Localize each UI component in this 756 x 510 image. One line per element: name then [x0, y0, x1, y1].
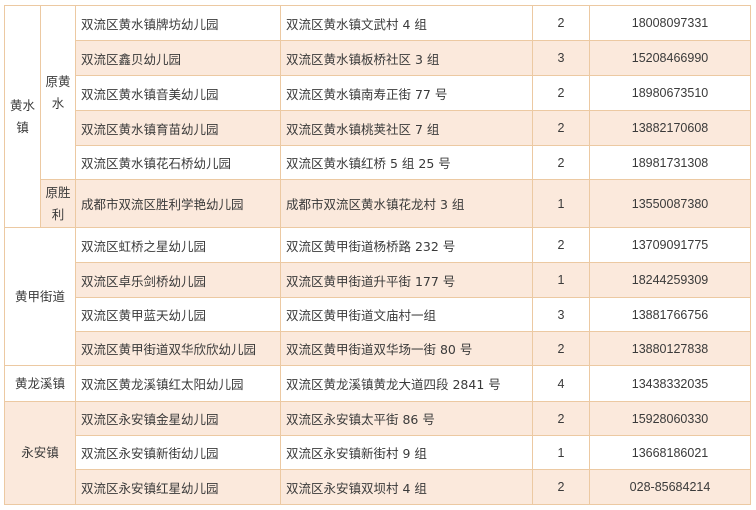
kindergarten-name: 双流区永安镇新街幼儿园 [75, 435, 281, 470]
phone-number: 18981731308 [589, 145, 751, 180]
address: 双流区黄水镇红桥 5 组 25 号 [280, 145, 533, 180]
kindergarten-name: 双流区黄水镇花石桥幼儿园 [75, 145, 281, 180]
table-row: 黄龙溪镇 双流区黄龙溪镇红太阳幼儿园 双流区黄龙溪镇黄龙大道四段 2841 号 4 13… [4, 365, 751, 402]
phone-number: 13438332035 [589, 365, 751, 402]
kindergarten-name: 双流区鑫贝幼儿园 [75, 40, 281, 76]
phone-number: 13668186021 [589, 435, 751, 470]
address: 双流区黄甲街道升平街 177 号 [280, 262, 533, 298]
table-row: 双流区鑫贝幼儿园 双流区黄水镇板桥社区 3 组 3 15208466990 [5, 40, 751, 76]
table-row: 双流区黄水镇花石桥幼儿园 双流区黄水镇红桥 5 组 25 号 2 1898173130… [5, 145, 751, 180]
table-row: 永安镇 双流区永安镇金星幼儿园 双流区永安镇太平街 86 号 2 15928060330 [4, 401, 751, 505]
address: 双流区黄水镇南寿正街 77 号 [280, 75, 533, 111]
table-row: 黄水镇 原黄水 双流区黄水镇牌坊幼儿园 双流区黄水镇文武村 4 组 2 180080973… [4, 5, 751, 228]
table-row: 双流区黄水镇音美幼儿园 双流区黄水镇南寿正街 77 号 2 18980673510 [5, 75, 751, 111]
address: 双流区黄龙溪镇黄龙大道四段 2841 号 [280, 365, 533, 402]
town-cell: 黄龙溪镇 [4, 365, 76, 402]
class-count: 3 [532, 40, 590, 76]
table-row: 双流区黄甲蓝天幼儿园 双流区黄甲街道文庙村一组 3 13881766756 [5, 297, 751, 332]
phone-number: 18244259309 [589, 262, 751, 298]
kindergarten-table: 黄水镇 原黄水 双流区黄水镇牌坊幼儿园 双流区黄水镇文武村 4 组 2 180080973… [4, 5, 751, 505]
address: 双流区永安镇新街村 9 组 [280, 435, 533, 470]
table-row: 双流区永安镇新街幼儿园 双流区永安镇新街村 9 组 1 13668186021 [5, 435, 751, 470]
address: 双流区永安镇双坝村 4 组 [280, 469, 533, 505]
phone-number: 15928060330 [589, 401, 751, 436]
class-count: 2 [532, 227, 590, 263]
address: 双流区黄水镇板桥社区 3 组 [280, 40, 533, 76]
class-count: 1 [532, 179, 590, 228]
address: 成都市双流区黄水镇花龙村 3 组 [280, 179, 533, 228]
kindergarten-name: 双流区黄水镇牌坊幼儿园 [75, 5, 281, 41]
subarea-cell: 原黄水 [40, 5, 76, 180]
class-count: 2 [532, 75, 590, 111]
phone-number: 13550087380 [589, 179, 751, 228]
class-count: 2 [532, 401, 590, 436]
kindergarten-name: 双流区卓乐剑桥幼儿园 [75, 262, 281, 298]
kindergarten-name: 双流区黄龙溪镇红太阳幼儿园 [75, 365, 281, 402]
address: 双流区永安镇太平街 86 号 [280, 401, 533, 436]
table-row: 双流区卓乐剑桥幼儿园 双流区黄甲街道升平街 177 号 1 18244259309 [5, 262, 751, 298]
subarea-cell: 原胜利 [40, 179, 76, 228]
kindergarten-name: 双流区永安镇金星幼儿园 [75, 401, 281, 436]
phone-number: 13881766756 [589, 297, 751, 332]
address: 双流区黄水镇文武村 4 组 [280, 5, 533, 41]
kindergarten-name: 双流区黄水镇音美幼儿园 [75, 75, 281, 111]
kindergarten-name: 成都市双流区胜利学艳幼儿园 [75, 179, 281, 228]
class-count: 2 [532, 110, 590, 146]
class-count: 2 [532, 331, 590, 366]
class-count: 1 [532, 435, 590, 470]
town-cell: 永安镇 [4, 401, 76, 505]
address: 双流区黄甲街道双华场一街 80 号 [280, 331, 533, 366]
town-cell: 黄甲街道 [4, 227, 76, 366]
kindergarten-name: 双流区永安镇红星幼儿园 [75, 469, 281, 505]
phone-number: 15208466990 [589, 40, 751, 76]
table-row: 双流区黄水镇育苗幼儿园 双流区黄水镇桃荚社区 7 组 2 13882170608 [5, 110, 751, 146]
town-cell: 黄水镇 [4, 5, 41, 228]
kindergarten-name: 双流区黄甲蓝天幼儿园 [75, 297, 281, 332]
class-count: 2 [532, 5, 590, 41]
kindergarten-name: 双流区黄甲街道双华欣欣幼儿园 [75, 331, 281, 366]
class-count: 2 [532, 145, 590, 180]
phone-number: 13880127838 [589, 331, 751, 366]
phone-number: 13709091775 [589, 227, 751, 263]
phone-number: 028-85684214 [589, 469, 751, 505]
phone-number: 13882170608 [589, 110, 751, 146]
table-row: 双流区黄甲街道双华欣欣幼儿园 双流区黄甲街道双华场一街 80 号 2 13880127… [5, 331, 751, 366]
address: 双流区黄水镇桃荚社区 7 组 [280, 110, 533, 146]
address: 双流区黄甲街道杨桥路 232 号 [280, 227, 533, 263]
class-count: 3 [532, 297, 590, 332]
phone-number: 18980673510 [589, 75, 751, 111]
class-count: 1 [532, 262, 590, 298]
table-row: 原胜利 成都市双流区胜利学艳幼儿园 成都市双流区黄水镇花龙村 3 组 1 1355008… [5, 179, 751, 228]
table-row: 黄甲街道 双流区虹桥之星幼儿园 双流区黄甲街道杨桥路 232 号 2 137090917… [4, 227, 751, 366]
phone-number: 18008097331 [589, 5, 751, 41]
class-count: 4 [532, 365, 590, 402]
class-count: 2 [532, 469, 590, 505]
kindergarten-name: 双流区虹桥之星幼儿园 [75, 227, 281, 263]
address: 双流区黄甲街道文庙村一组 [280, 297, 533, 332]
kindergarten-name: 双流区黄水镇育苗幼儿园 [75, 110, 281, 146]
table-row: 双流区永安镇红星幼儿园 双流区永安镇双坝村 4 组 2 028-85684214 [5, 469, 751, 505]
